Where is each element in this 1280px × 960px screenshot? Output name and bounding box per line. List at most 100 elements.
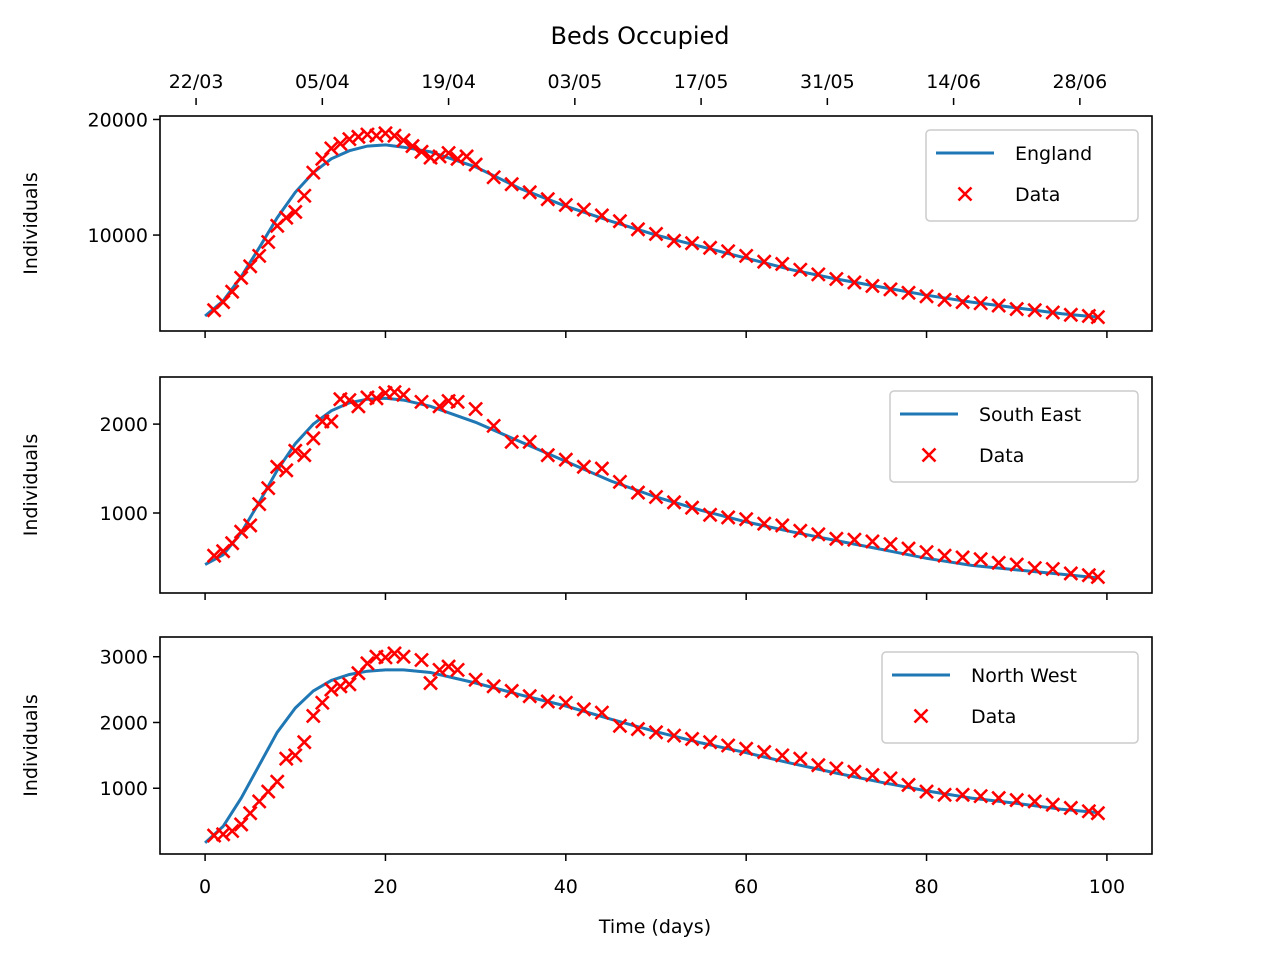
data-point <box>540 694 556 709</box>
data-point <box>594 461 610 476</box>
legend: England Data <box>925 129 1139 222</box>
x-axis-tick-label: 60 <box>734 876 758 898</box>
data-point <box>774 518 790 533</box>
model-line <box>204 668 1099 844</box>
data-point <box>955 787 971 803</box>
data-point <box>359 655 375 671</box>
data-point <box>441 145 457 161</box>
data-point <box>1090 569 1106 585</box>
data-point <box>1045 305 1061 320</box>
data-point <box>504 683 520 699</box>
data-point <box>369 390 384 406</box>
top-axis-tick-label: 14/06 <box>926 71 981 93</box>
x-axis-tick-label: 100 <box>1089 876 1125 898</box>
data-point <box>305 430 321 446</box>
data-point <box>883 770 898 786</box>
data-point <box>396 649 411 665</box>
data-point <box>1063 307 1079 323</box>
data-point <box>233 816 249 832</box>
data-point <box>1063 566 1079 581</box>
data-point <box>865 767 880 783</box>
data-point <box>630 221 646 237</box>
data-point <box>224 823 240 839</box>
data-point <box>865 278 880 294</box>
data-point <box>648 724 664 740</box>
top-axis-tick-label: 19/04 <box>421 71 476 93</box>
data-point <box>405 138 420 154</box>
data-point <box>323 682 339 698</box>
data-point <box>233 270 249 286</box>
data-point <box>648 226 664 242</box>
data-point <box>387 384 402 400</box>
data-point <box>810 266 826 282</box>
data-point <box>901 777 916 793</box>
data-point <box>296 447 312 463</box>
data-point <box>738 248 754 264</box>
data-point <box>396 387 411 403</box>
data-point <box>576 202 592 218</box>
data-point <box>1090 805 1106 821</box>
data-point <box>846 764 862 780</box>
data-point <box>756 516 772 532</box>
data-point <box>251 496 267 512</box>
data-point <box>350 129 366 145</box>
data-point <box>594 207 610 223</box>
data-point <box>396 132 411 148</box>
data-point <box>792 262 808 278</box>
data-point <box>991 555 1007 571</box>
data-point <box>1027 302 1043 318</box>
data-point <box>630 485 646 500</box>
data-point <box>468 157 484 172</box>
model-line <box>204 143 1099 319</box>
data-point <box>937 548 953 564</box>
data-point <box>558 197 574 213</box>
legend-label-data: Data <box>971 706 1016 728</box>
data-point <box>792 751 808 767</box>
data-point <box>369 128 384 144</box>
plot-frame <box>159 636 1153 855</box>
panel-south-east: 1000 2000 Individuals South East Data <box>20 376 1153 600</box>
data-point <box>269 459 285 475</box>
data-point <box>414 144 429 160</box>
panels: 10000 20000 Individuals England Data 1000 2000… <box>20 109 1153 861</box>
data-point <box>522 688 538 704</box>
data-point <box>540 447 556 463</box>
legend: South East Data <box>889 390 1139 483</box>
data-point <box>937 292 953 308</box>
data-point <box>522 434 538 450</box>
top-axis-tick-label: 31/05 <box>800 71 855 93</box>
data-point <box>648 489 664 505</box>
data-point <box>450 151 466 167</box>
data-point <box>1090 309 1106 325</box>
data-point <box>504 434 520 450</box>
data-point <box>738 511 754 527</box>
data-point <box>224 535 240 551</box>
top-axis-tick-label: 05/04 <box>295 71 350 93</box>
y-axis-tick-label: 2000 <box>100 414 148 436</box>
data-point <box>576 459 592 475</box>
data-point <box>278 210 294 226</box>
data-point <box>468 401 484 417</box>
y-axis-tick-label: 1000 <box>100 778 148 800</box>
data-point <box>955 294 971 310</box>
legend-marker-swatch <box>957 186 973 202</box>
data-point <box>206 548 222 564</box>
data-point <box>774 747 790 763</box>
data-point <box>540 191 556 207</box>
data-point <box>792 523 808 539</box>
plot-frame <box>159 115 1153 332</box>
data-point <box>278 462 294 478</box>
data-point <box>387 128 402 144</box>
data-point <box>378 649 393 665</box>
data-point <box>991 298 1007 313</box>
data-point <box>1045 561 1061 577</box>
data-point <box>684 235 700 251</box>
plot-frame <box>159 376 1153 594</box>
data-point <box>702 734 718 750</box>
y-axis-label: Individuals <box>20 172 42 274</box>
x-axis-tick-label: 80 <box>914 876 938 898</box>
data-point <box>955 550 971 565</box>
data-point <box>341 676 357 692</box>
data-point <box>314 695 330 711</box>
data-point <box>684 731 700 747</box>
